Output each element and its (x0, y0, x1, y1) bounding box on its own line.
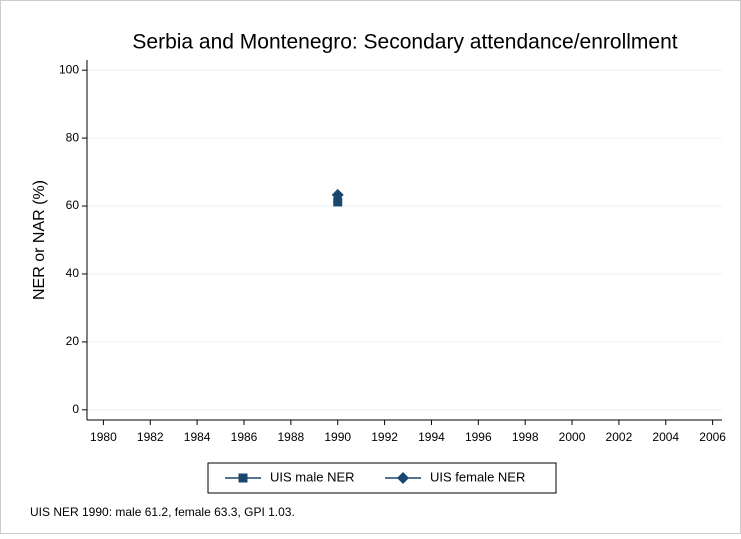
y-tick-label: 60 (66, 198, 80, 212)
x-tick-label: 2002 (606, 430, 633, 444)
legend-marker (397, 472, 409, 484)
legend-box (207, 462, 557, 494)
x-tick-label: 1994 (418, 430, 445, 444)
x-tick-label: 1984 (184, 430, 211, 444)
y-tick-label: 100 (59, 62, 79, 76)
x-tick-label: 1988 (278, 430, 305, 444)
y-tick-label: 80 (66, 130, 80, 144)
legend-marker (238, 473, 248, 483)
x-tick-label: 2006 (699, 430, 726, 444)
point (333, 197, 343, 207)
x-tick-label: 2000 (559, 430, 586, 444)
legend-label: UIS male NER (270, 469, 355, 484)
y-axis-label: NER or NAR (%) (31, 180, 48, 300)
x-tick-label: 1996 (465, 430, 492, 444)
x-tick-label: 2004 (652, 430, 679, 444)
x-tick-label: 1990 (324, 430, 351, 444)
y-tick-label: 0 (72, 402, 79, 416)
x-tick-label: 1980 (90, 430, 117, 444)
y-tick-label: 40 (66, 266, 80, 280)
x-tick-label: 1992 (371, 430, 398, 444)
note: UIS NER 1990: male 61.2, female 63.3, GP… (30, 505, 295, 519)
x-tick-label: 1998 (512, 430, 539, 444)
point (331, 188, 344, 201)
x-tick-label: 1986 (231, 430, 258, 444)
y-tick-label: 20 (66, 334, 80, 348)
chart-title: Serbia and Montenegro: Secondary attenda… (132, 31, 677, 54)
legend-label: UIS female NER (430, 469, 525, 484)
x-tick-label: 1982 (137, 430, 164, 444)
